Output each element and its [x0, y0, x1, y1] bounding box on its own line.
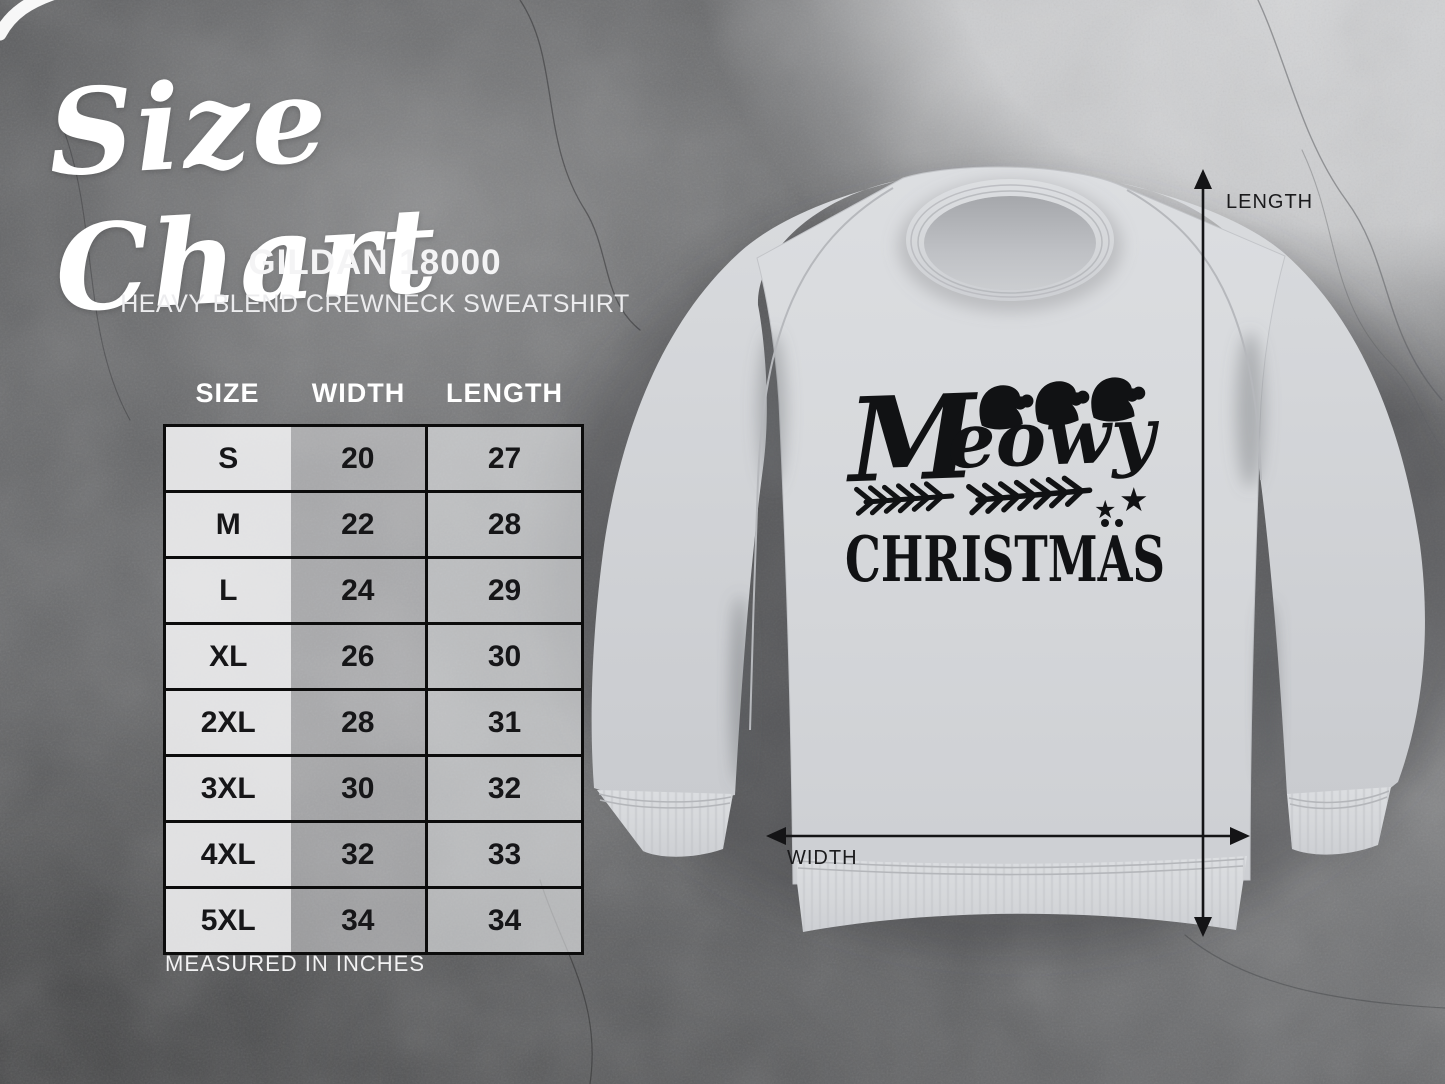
column-header-size: SIZE [195, 377, 260, 408]
right-gap-shadow [1259, 600, 1277, 780]
width-label: WIDTH [787, 847, 858, 869]
size-table-row: 5XL 34 34 [163, 886, 584, 955]
size-cell: 3XL [163, 754, 291, 823]
size-table-row: 4XL 32 33 [163, 820, 584, 889]
length-cell: 30 [426, 622, 584, 691]
size-cell: S [163, 424, 291, 493]
measurement-note: MEASURED IN INCHES [165, 951, 426, 976]
design-word-rest: eowy [946, 389, 1162, 485]
size-cell: 4XL [163, 820, 291, 889]
hem-seam [796, 858, 1245, 876]
width-cell: 26 [290, 622, 428, 691]
size-table-header-row: SIZE WIDTH LENGTH [165, 366, 583, 426]
column-header-length: LENGTH [446, 377, 563, 408]
width-cell: 20 [290, 424, 428, 493]
hem-ribbing [794, 856, 1247, 932]
length-arrow [1194, 169, 1212, 937]
width-cell: 30 [290, 754, 428, 823]
length-cell: 33 [426, 820, 584, 889]
length-cell: 27 [426, 424, 584, 493]
corner-flourish [0, 0, 55, 41]
size-table-row: XL 26 30 [163, 622, 584, 691]
star-icon: ★ [1119, 480, 1149, 519]
left-sleeve [591, 180, 900, 801]
width-cell: 28 [290, 688, 428, 757]
size-table-row: M 22 28 [163, 490, 584, 559]
armhole-seams [749, 187, 1262, 731]
size-table-row: 3XL 30 32 [163, 754, 584, 823]
width-arrow [766, 827, 1250, 845]
width-cell: 34 [290, 886, 428, 955]
length-cell: 29 [426, 556, 584, 625]
collar [898, 179, 1122, 312]
size-cell: L [163, 556, 291, 625]
left-gap-shadow [731, 595, 749, 785]
length-label: LENGTH [1226, 191, 1313, 213]
design-word-christmas: CHRISTMAS [845, 522, 1165, 596]
size-table: SIZE WIDTH LENGTH S 20 27 M 22 28 L 24 29 XL 26 30 2… [163, 366, 584, 955]
width-cell: 22 [290, 490, 428, 559]
star-icon: ★ [1094, 495, 1116, 524]
length-cell: 32 [426, 754, 584, 823]
left-underarm-shadow [758, 332, 786, 488]
concrete-cracks [59, 0, 1445, 1084]
size-table-row: 2XL 28 31 [163, 688, 584, 757]
right-cuff-ribbing [1287, 787, 1391, 855]
product-model: GILDAN 18000 [248, 243, 502, 282]
branch-icon [966, 475, 1093, 516]
product-name: HEAVY BLEND CREWNECK SWEATSHIRT [120, 290, 630, 318]
width-cell: 32 [290, 820, 428, 889]
length-cell: 31 [426, 688, 584, 757]
umlaut-dots [1101, 519, 1123, 527]
size-cell: M [163, 490, 291, 559]
length-cell: 34 [426, 886, 584, 955]
size-cell: XL [163, 622, 291, 691]
size-table-row: S 20 27 [163, 424, 584, 493]
column-header-width: WIDTH [311, 377, 406, 408]
width-cell: 24 [290, 556, 428, 625]
right-sleeve [1120, 183, 1425, 800]
length-cell: 28 [426, 490, 584, 559]
size-table-row: L 24 29 [163, 556, 584, 625]
meowy-christmas-design: M eowy [842, 369, 1165, 596]
branch-icon [854, 481, 955, 516]
cuff-seams [598, 790, 1390, 810]
size-cell: 5XL [163, 886, 291, 955]
right-underarm-shadow [1236, 332, 1264, 488]
sweatshirt-mockup: M eowy [591, 166, 1425, 932]
size-cell: 2XL [163, 688, 291, 757]
